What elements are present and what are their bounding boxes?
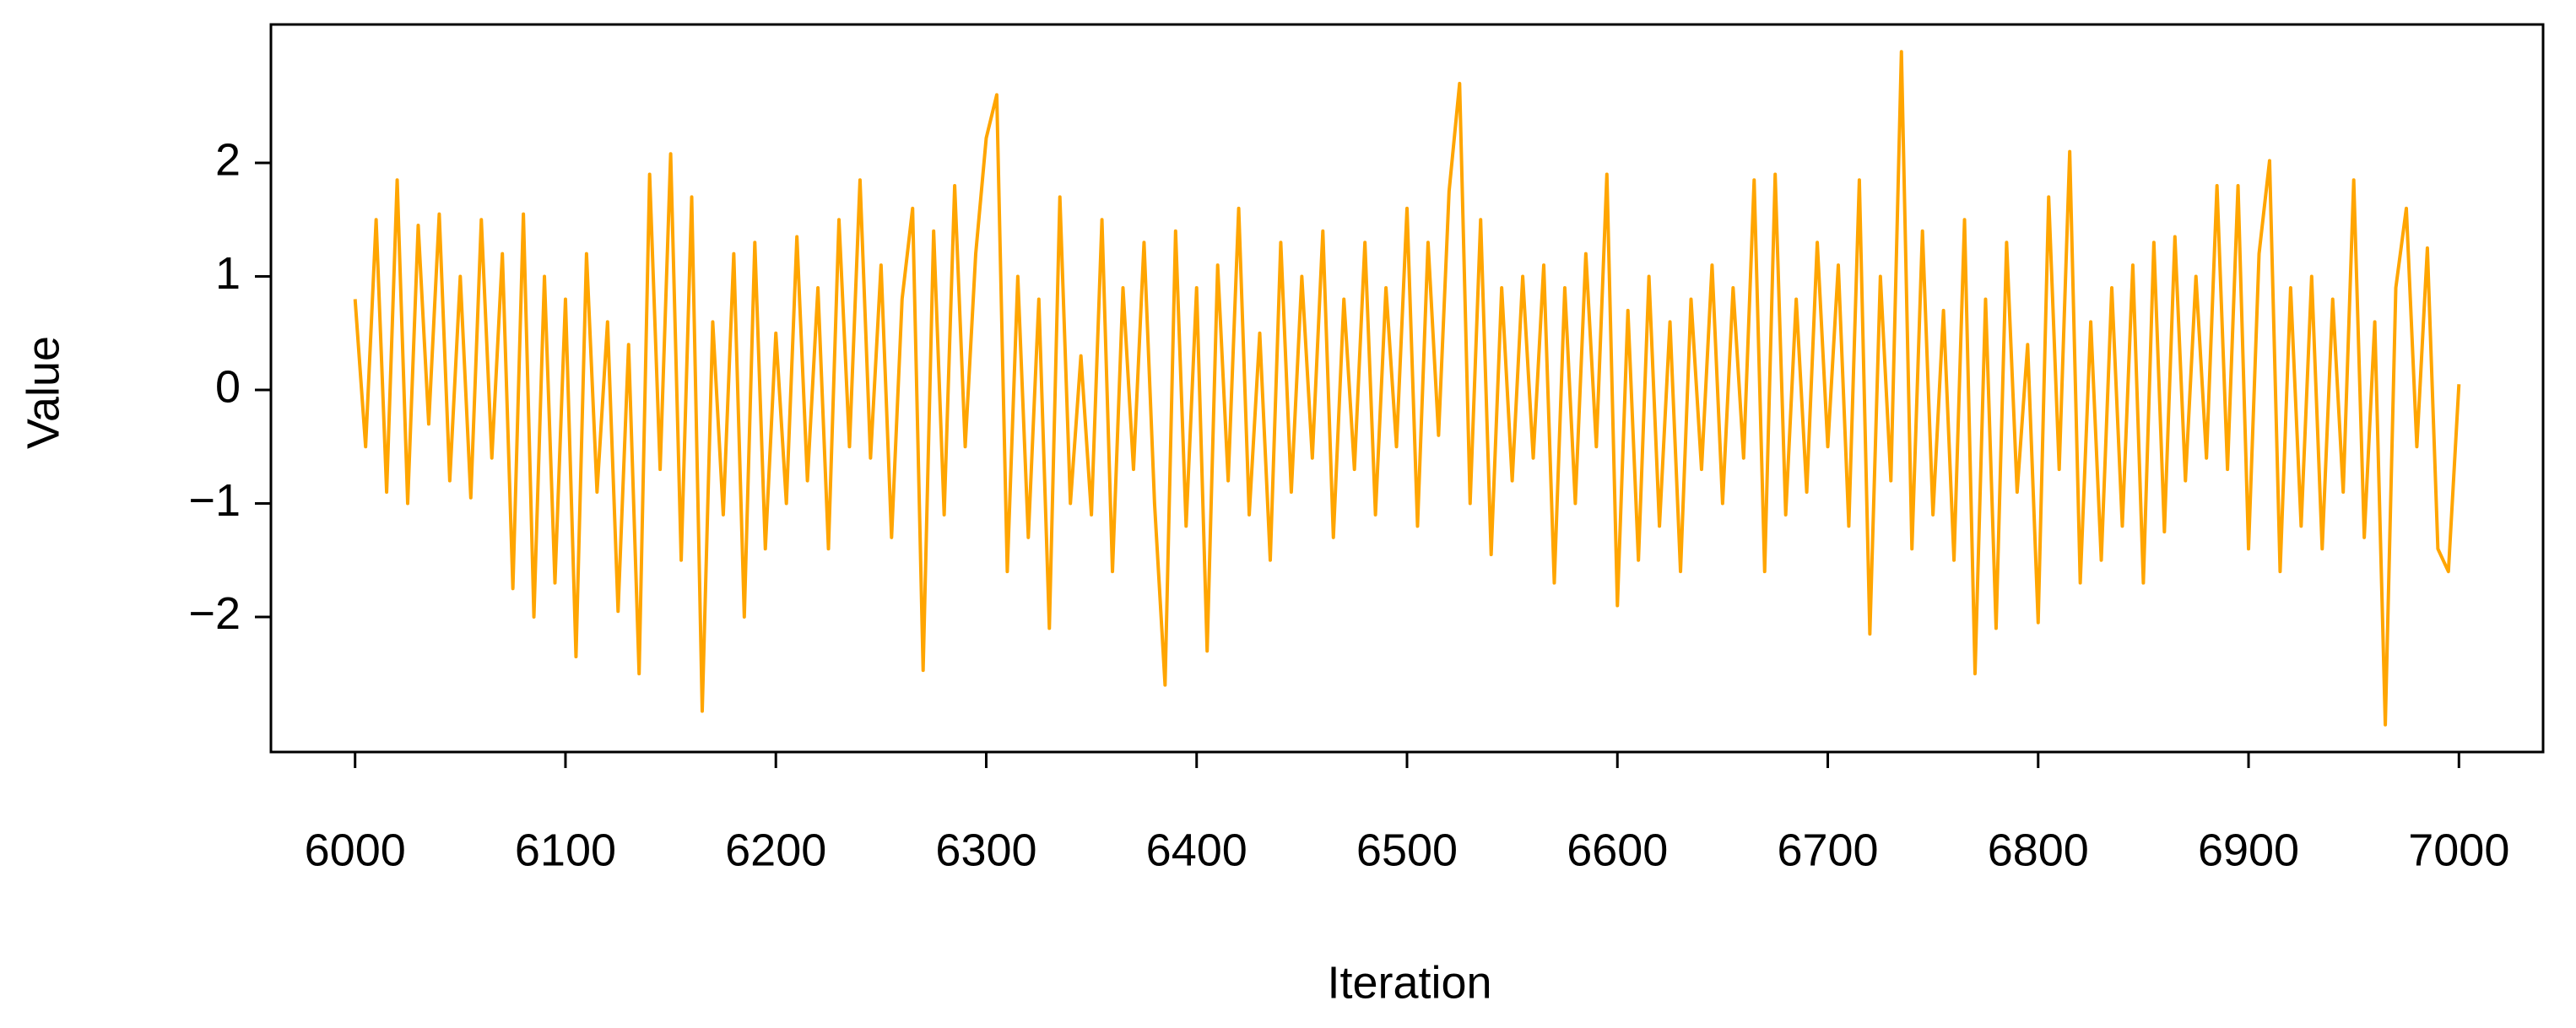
x-tick-label: 6500 xyxy=(1356,825,1458,875)
x-axis-label: Iteration xyxy=(1327,957,1491,1008)
x-tick-label: 6800 xyxy=(1988,825,2089,875)
x-tick-label: 7000 xyxy=(2408,825,2509,875)
x-tick-label: 6000 xyxy=(305,825,406,875)
x-tick-label: 6700 xyxy=(1777,825,1878,875)
x-tick-label: 6400 xyxy=(1146,825,1247,875)
trace-line xyxy=(353,50,2461,727)
x-tick-label: 6100 xyxy=(515,825,616,875)
y-tick-label: 0 xyxy=(215,361,241,412)
x-tick-label: 6600 xyxy=(1567,825,1668,875)
y-tick-label: 1 xyxy=(215,248,241,299)
y-tick-label: −1 xyxy=(188,475,241,526)
y-tick-label: 2 xyxy=(215,134,241,185)
y-tick-label: −2 xyxy=(188,588,241,639)
x-tick-label: 6300 xyxy=(935,825,1036,875)
y-axis-label: Value xyxy=(18,336,68,449)
x-tick-label: 6900 xyxy=(2198,825,2299,875)
x-tick-label: 6200 xyxy=(725,825,826,875)
